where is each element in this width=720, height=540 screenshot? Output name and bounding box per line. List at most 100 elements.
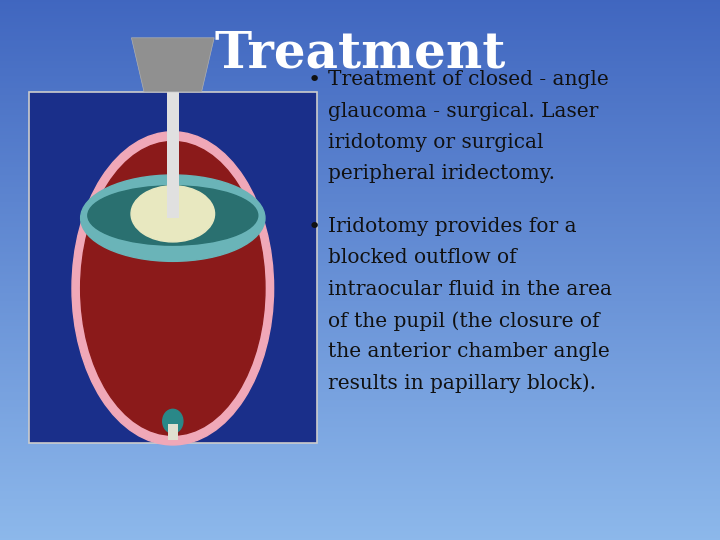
Bar [0,342,720,344]
Bar [0,182,720,184]
Bar [0,234,720,236]
Bar [0,187,720,189]
Bar [0,461,720,463]
Bar [0,288,720,290]
Bar [0,423,720,425]
Bar [0,266,720,268]
Bar [0,223,720,225]
Bar [0,231,720,232]
Bar [0,450,720,452]
Bar [0,42,720,43]
Bar [0,498,720,501]
Bar [0,340,720,342]
Bar [0,428,720,430]
Bar [0,265,720,266]
Bar [0,227,720,228]
Bar [0,301,720,302]
Bar [0,135,720,137]
Bar [0,479,720,481]
Bar [0,452,720,454]
Bar [0,405,720,407]
Bar [0,86,720,88]
Bar [0,326,720,328]
Bar [0,110,720,112]
Bar [0,23,720,25]
Bar [0,200,720,201]
Bar [0,407,720,409]
Bar [0,432,720,434]
Bar [0,119,720,120]
Bar [0,146,720,147]
Bar [0,126,720,128]
Bar [0,275,720,277]
Bar [0,185,720,187]
Bar [0,396,720,398]
Bar [0,204,720,205]
Bar [0,130,720,131]
Bar [0,133,720,135]
Bar [0,166,720,167]
Bar [0,77,720,79]
Bar [0,366,720,367]
Bar [0,66,720,69]
Text: Treatment of closed - angle: Treatment of closed - angle [328,70,608,89]
Bar [0,488,720,490]
Ellipse shape [88,186,258,245]
Bar [0,96,720,97]
Bar [0,12,720,15]
Text: results in papillary block).: results in papillary block). [328,374,595,393]
Bar [0,376,720,378]
Bar [0,302,720,304]
Bar [0,25,720,27]
Bar [0,32,720,34]
Bar [0,457,720,459]
Bar [0,427,720,428]
Bar [0,373,720,374]
Bar [0,93,720,96]
Bar [0,198,720,200]
Bar [0,317,720,319]
Bar [0,282,720,285]
Bar [0,513,720,515]
Bar [0,356,720,358]
Bar [0,209,720,211]
Bar [0,106,720,108]
Bar [0,490,720,491]
Bar [0,99,720,101]
Bar [0,468,720,470]
Bar [0,2,720,4]
Bar [0,454,720,455]
FancyBboxPatch shape [167,92,179,218]
Bar [0,221,720,223]
Bar [0,319,720,320]
Bar [0,403,720,405]
Bar [0,11,720,12]
Bar [0,533,720,535]
Bar [0,45,720,47]
Bar [0,464,720,466]
FancyBboxPatch shape [29,92,317,443]
Bar [0,52,720,54]
Bar [0,434,720,436]
Bar [0,137,720,139]
Bar [0,529,720,531]
Bar [0,39,720,42]
Bar [0,312,720,313]
Bar [0,315,720,317]
Bar [0,49,720,50]
Bar [0,16,720,18]
Bar [0,245,720,247]
Ellipse shape [81,175,265,261]
Bar [0,150,720,151]
Text: Treatment: Treatment [215,30,505,78]
Bar [0,58,720,59]
Bar [0,50,720,52]
Bar [0,218,720,220]
Bar [0,286,720,288]
Bar [0,497,720,498]
Bar [0,344,720,346]
Bar [0,101,720,103]
Bar [0,322,720,324]
Bar [0,420,720,421]
Bar [0,389,720,390]
